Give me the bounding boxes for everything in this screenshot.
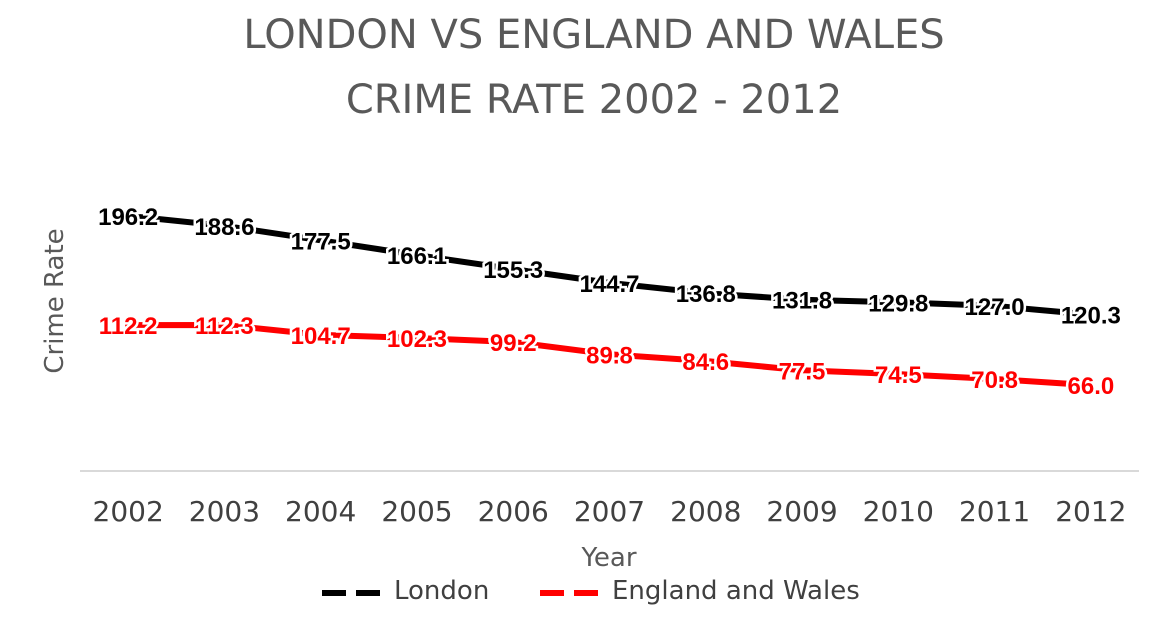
data-label: 99.2 — [490, 330, 537, 357]
series-line-0 — [125, 212, 1094, 318]
data-point — [223, 324, 226, 327]
x-tick-label: 2007 — [574, 495, 645, 528]
data-point — [897, 373, 900, 376]
data-point — [1089, 384, 1092, 387]
legend: London England and Wales — [322, 576, 860, 606]
data-point — [608, 281, 611, 284]
data-label: 104.7 — [291, 323, 351, 350]
data-label: 136.8 — [676, 281, 736, 308]
data-label: 70.8 — [971, 367, 1018, 394]
data-label: 120.3 — [1061, 303, 1121, 330]
data-label: 112.3 — [195, 313, 254, 340]
data-point — [415, 337, 418, 340]
data-label: 66.0 — [1068, 373, 1115, 400]
data-labels: 196.2 188.6 177.5 166.1 155.3 144.7 136.8 131.8… — [96, 201, 1124, 402]
data-label: 177.5 — [291, 228, 351, 255]
data-point — [1089, 313, 1092, 316]
data-point — [512, 341, 515, 344]
data-point — [319, 333, 322, 336]
data-label: 155.3 — [483, 257, 543, 284]
data-label: 166.1 — [387, 243, 447, 270]
x-tick-label: 2006 — [478, 495, 549, 528]
data-label: 129.8 — [868, 290, 928, 317]
data-point — [897, 301, 900, 304]
y-axis-title: Crime Rate — [40, 228, 70, 373]
data-point — [993, 377, 996, 380]
data-label: 102.3 — [387, 326, 447, 353]
chart-title-line-2: CRIME RATE 2002 - 2012 — [346, 77, 842, 123]
data-point — [608, 353, 611, 356]
data-label: 112.2 — [99, 313, 158, 340]
data-label: 144.7 — [579, 271, 639, 298]
x-tick-label: 2012 — [1055, 495, 1126, 528]
x-axis-title: Year — [580, 543, 636, 573]
x-tick-label: 2008 — [670, 495, 741, 528]
data-point — [223, 224, 226, 227]
series-layer — [125, 212, 1094, 389]
x-tick-label: 2003 — [189, 495, 260, 528]
data-point — [704, 360, 707, 363]
data-point — [801, 369, 804, 372]
data-point — [127, 324, 130, 327]
x-tick-label: 2004 — [285, 495, 356, 528]
x-tick-label: 2002 — [93, 495, 164, 528]
data-label: 74.5 — [875, 362, 922, 389]
data-point — [415, 254, 418, 257]
x-tick-label: 2005 — [381, 495, 452, 528]
data-point — [512, 268, 515, 271]
data-point — [993, 304, 996, 307]
data-label: 131.8 — [772, 288, 832, 315]
data-label: 89.8 — [586, 342, 633, 369]
x-tick-label: 2010 — [863, 495, 934, 528]
data-label: 77.5 — [779, 358, 826, 385]
data-point — [127, 214, 130, 217]
chart-title-line-1: LONDON VS ENGLAND AND WALES — [243, 12, 944, 58]
legend-label: England and Wales — [612, 576, 860, 606]
x-tick-label: 2009 — [766, 495, 837, 528]
legend-label: London — [394, 576, 489, 606]
data-label: 196.2 — [98, 204, 158, 231]
x-axis-ticks: 2002 2003 2004 2005 2006 2007 2008 2009 2010 2011… — [93, 495, 1127, 528]
data-point — [704, 292, 707, 295]
data-point — [319, 239, 322, 242]
data-point — [801, 298, 804, 301]
data-label: 127.0 — [965, 294, 1025, 321]
data-label: 188.6 — [194, 214, 254, 241]
x-tick-label: 2011 — [959, 495, 1030, 528]
data-label: 84.6 — [682, 349, 729, 376]
